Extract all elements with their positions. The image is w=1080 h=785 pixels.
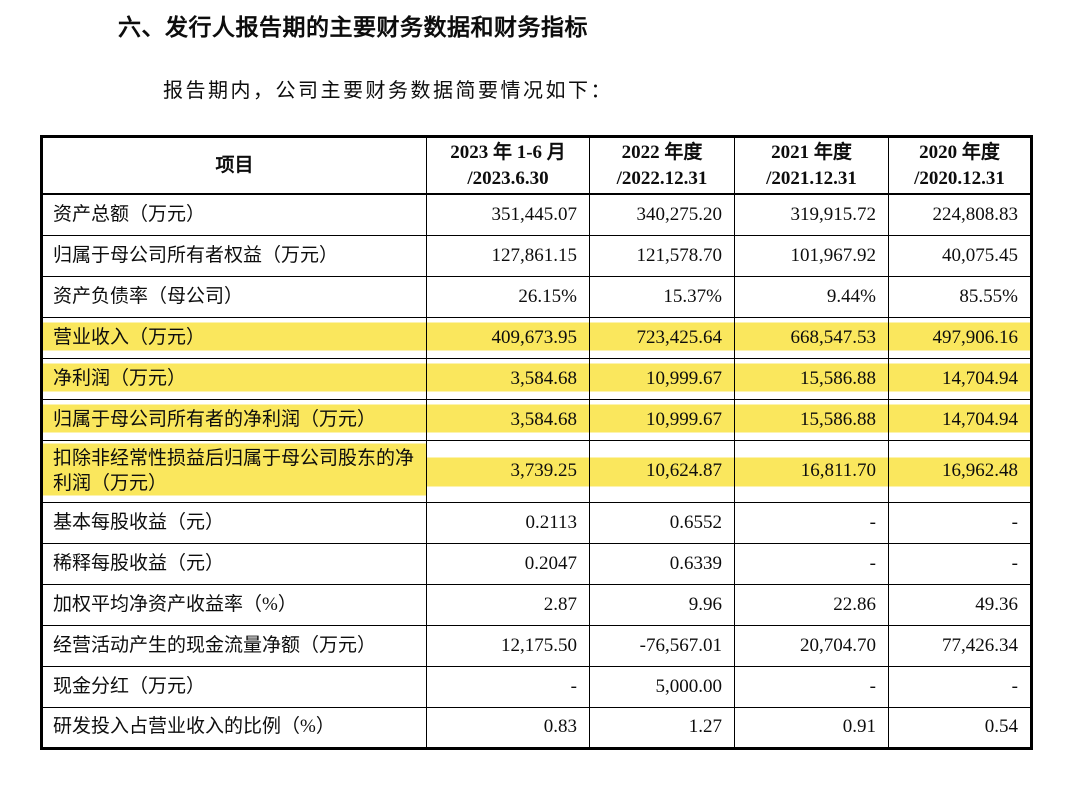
header-row: 项目 2023 年 1-6 月 /2023.6.30 2022 年度 /2022… (41, 136, 1032, 196)
value-cell: 14,704.94 (888, 398, 1032, 441)
value-cell: - (734, 542, 889, 585)
value-cell: 40,075.45 (888, 234, 1032, 277)
value-cell: 0.91 (734, 706, 889, 749)
col-header-period-2020: 2020 年度 /2020.12.31 (888, 136, 1032, 196)
value-cell: 77,426.34 (888, 624, 1032, 667)
value-cell: 121,578.70 (589, 234, 735, 277)
table-row: 稀释每股收益（元） 0.2047 0.6339 - - (41, 542, 1032, 585)
row-label-cell: 归属于母公司所有者的净利润（万元） (41, 398, 427, 441)
col-header-period-2022: 2022 年度 /2022.12.31 (589, 136, 735, 196)
value-cell: 409,673.95 (426, 316, 590, 359)
value-cell: 0.2113 (426, 501, 590, 544)
value-cell: 0.6339 (589, 542, 735, 585)
value-cell: 5,000.00 (589, 665, 735, 708)
value-cell: 340,275.20 (589, 193, 735, 236)
value-cell: 15,586.88 (734, 357, 889, 400)
value-cell: 101,967.92 (734, 234, 889, 277)
row-label-cell: 经营活动产生的现金流量净额（万元） (41, 624, 427, 667)
row-label-cell: 稀释每股收益（元） (41, 542, 427, 585)
financial-data-table: 项目 2023 年 1-6 月 /2023.6.30 2022 年度 /2022… (40, 135, 1033, 750)
value-cell: -76,567.01 (589, 624, 735, 667)
col-header-period-2023h1: 2023 年 1-6 月 /2023.6.30 (426, 136, 590, 196)
value-cell: 3,584.68 (426, 398, 590, 441)
value-cell: 10,999.67 (589, 357, 735, 400)
value-cell: 1.27 (589, 706, 735, 749)
table-row: 资产负债率（母公司） 26.15% 15.37% 9.44% 85.55% (41, 275, 1032, 318)
col-header-period-2021: 2021 年度 /2021.12.31 (734, 136, 889, 196)
row-label-cell: 基本每股收益（元） (41, 501, 427, 544)
row-label-cell: 营业收入（万元） (41, 316, 427, 359)
table-row: 研发投入占营业收入的比例（%） 0.83 1.27 0.91 0.54 (41, 706, 1032, 749)
row-label-cell: 资产负债率（母公司） (41, 275, 427, 318)
row-label-cell: 研发投入占营业收入的比例（%） (41, 706, 427, 749)
value-cell: 12,175.50 (426, 624, 590, 667)
value-cell: - (888, 501, 1032, 544)
value-cell: 16,962.48 (888, 439, 1032, 503)
table-row: 经营活动产生的现金流量净额（万元） 12,175.50 -76,567.01 2… (41, 624, 1032, 667)
table-row: 归属于母公司所有者权益（万元） 127,861.15 121,578.70 10… (41, 234, 1032, 277)
value-cell: 10,624.87 (589, 439, 735, 503)
table-body: 资产总额（万元） 351,445.07 340,275.20 319,915.7… (41, 193, 1032, 749)
value-cell: 319,915.72 (734, 193, 889, 236)
table-row: 现金分红（万元） - 5,000.00 - - (41, 665, 1032, 708)
value-cell: 668,547.53 (734, 316, 889, 359)
table-header: 项目 2023 年 1-6 月 /2023.6.30 2022 年度 /2022… (41, 136, 1032, 196)
col-header-item: 项目 (41, 136, 427, 196)
value-cell: 3,739.25 (426, 439, 590, 503)
value-cell: 2.87 (426, 583, 590, 626)
value-cell: 49.36 (888, 583, 1032, 626)
intro-text: 报告期内，公司主要财务数据简要情况如下： (163, 80, 613, 102)
value-cell: 0.6552 (589, 501, 735, 544)
value-cell: 0.2047 (426, 542, 590, 585)
value-cell: 127,861.15 (426, 234, 590, 277)
table-row: 扣除非经常性损益后归属于母公司股东的净利润（万元） 3,739.25 10,62… (41, 439, 1032, 503)
value-cell: 351,445.07 (426, 193, 590, 236)
value-cell: 15.37% (589, 275, 735, 318)
value-cell: 16,811.70 (734, 439, 889, 503)
row-label-cell: 现金分红（万元） (41, 665, 427, 708)
value-cell: 3,584.68 (426, 357, 590, 400)
value-cell: - (734, 501, 889, 544)
value-cell: - (426, 665, 590, 708)
value-cell: 14,704.94 (888, 357, 1032, 400)
row-label-cell: 扣除非经常性损益后归属于母公司股东的净利润（万元） (41, 439, 427, 503)
table-row: 净利润（万元） 3,584.68 10,999.67 15,586.88 14,… (41, 357, 1032, 400)
value-cell: 0.54 (888, 706, 1032, 749)
table-row: 资产总额（万元） 351,445.07 340,275.20 319,915.7… (41, 193, 1032, 236)
section-title: 六、发行人报告期的主要财务数据和财务指标 (118, 14, 588, 40)
value-cell: - (734, 665, 889, 708)
value-cell: 22.86 (734, 583, 889, 626)
row-label-cell: 净利润（万元） (41, 357, 427, 400)
col-header-item-label: 项目 (215, 154, 254, 176)
table-row: 加权平均净资产收益率（%） 2.87 9.96 22.86 49.36 (41, 583, 1032, 626)
value-cell: 26.15% (426, 275, 590, 318)
value-cell: 224,808.83 (888, 193, 1032, 236)
value-cell: 497,906.16 (888, 316, 1032, 359)
table-row: 基本每股收益（元） 0.2113 0.6552 - - (41, 501, 1032, 544)
value-cell: 15,586.88 (734, 398, 889, 441)
table-row: 归属于母公司所有者的净利润（万元） 3,584.68 10,999.67 15,… (41, 398, 1032, 441)
value-cell: 85.55% (888, 275, 1032, 318)
value-cell: 20,704.70 (734, 624, 889, 667)
value-cell: - (888, 665, 1032, 708)
value-cell: 9.44% (734, 275, 889, 318)
value-cell: 723,425.64 (589, 316, 735, 359)
row-label-cell: 归属于母公司所有者权益（万元） (41, 234, 427, 277)
value-cell: 10,999.67 (589, 398, 735, 441)
row-label-cell: 加权平均净资产收益率（%） (41, 583, 427, 626)
value-cell: - (888, 542, 1032, 585)
row-label-cell: 资产总额（万元） (41, 193, 427, 236)
value-cell: 0.83 (426, 706, 590, 749)
value-cell: 9.96 (589, 583, 735, 626)
table-row: 营业收入（万元） 409,673.95 723,425.64 668,547.5… (41, 316, 1032, 359)
